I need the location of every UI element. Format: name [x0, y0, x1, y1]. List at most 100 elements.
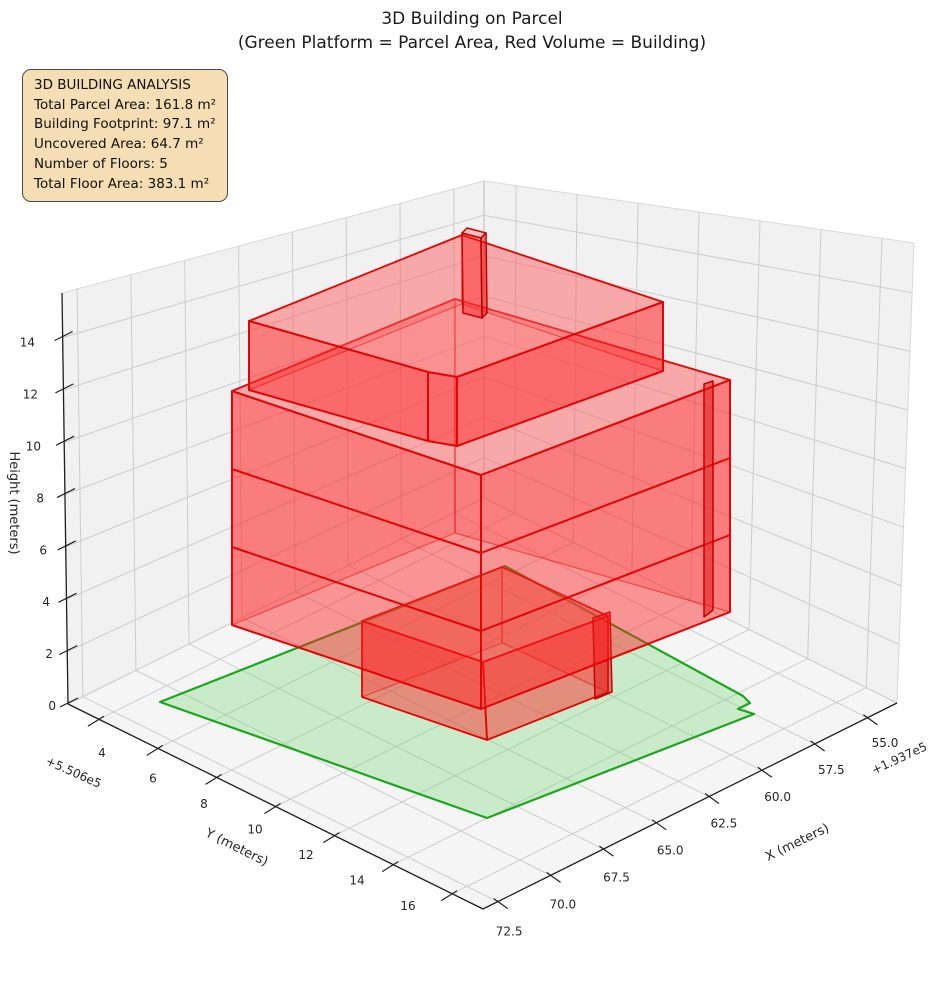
grid-line [65, 376, 485, 548]
y-tick [87, 715, 105, 727]
building-floor1-column [592, 611, 613, 700]
grid-line [157, 541, 574, 749]
floor-slab-line [231, 468, 482, 554]
grid-line [238, 246, 243, 618]
grid-line [66, 416, 485, 600]
x-tick-label: 70.0 [549, 897, 576, 911]
grid-line [572, 194, 578, 543]
floor-slab-line [480, 457, 731, 554]
grid-line [64, 295, 485, 443]
x-tick-label: 65.0 [657, 844, 684, 858]
x-tick [546, 871, 561, 883]
analysis-annotation-box: 3D BUILDING ANALYSIS Total Parcel Area: … [22, 69, 229, 203]
annotation-line: Total Parcel Area: 161.8 m² [34, 96, 217, 113]
z-tick-label: 6 [39, 543, 47, 557]
floor-slab-line [480, 534, 731, 632]
y-tick-label: 12 [298, 848, 313, 862]
grid-line [748, 220, 761, 630]
z-tick [57, 540, 76, 551]
y-tick [264, 802, 281, 815]
grid-line [451, 687, 867, 895]
building-top-front-face [427, 371, 458, 447]
grid-line [62, 214, 485, 338]
z-tick-label: 10 [26, 440, 41, 454]
x-tick-label: 55.0 [872, 736, 899, 750]
grid-line [631, 203, 639, 572]
y-tick-label: 10 [247, 823, 262, 837]
grid-line [483, 335, 906, 470]
3d-scene-generated: 55.0 57.5 60.0 62.5 65.0 67.5 70.0 72.5 4 6 8 10 12 1… [20, 180, 915, 938]
x-tick [810, 740, 825, 752]
y-tick-label: 6 [149, 772, 157, 786]
x-tick-label: 57.5 [818, 763, 845, 777]
grid-line [865, 238, 883, 688]
z-tick-label: 0 [48, 699, 56, 713]
z-tick-label: 12 [23, 388, 38, 402]
grid-line [216, 570, 633, 778]
y-tick [146, 744, 164, 756]
z-tick-label: 4 [42, 595, 50, 609]
x-tick [757, 766, 773, 778]
x-tick-label: 60.0 [764, 790, 791, 804]
grid-line [514, 185, 517, 514]
z-tick [55, 383, 74, 394]
grid-line [334, 629, 750, 837]
x-axis-line [482, 702, 898, 910]
y-tick [381, 861, 399, 873]
grid-line [483, 376, 904, 528]
grid-line [483, 295, 908, 411]
y-tick-label: 16 [400, 899, 415, 913]
z-tick [58, 645, 78, 656]
z-tick-label: 8 [36, 491, 44, 505]
z-tick [58, 592, 77, 603]
y-tick [323, 832, 340, 844]
z-axis-line [61, 292, 69, 705]
y-tick-label: 14 [349, 874, 364, 888]
x-tick-label: 67.5 [603, 871, 630, 885]
x-tick-label: 72.5 [496, 924, 523, 938]
chart-title: 3D Building on Parcel (Green Platform = … [0, 7, 944, 55]
grid-line [807, 229, 822, 659]
grid-line [483, 416, 902, 587]
annotation-line: Number of Floors: 5 [34, 155, 168, 172]
grid-line [98, 512, 515, 720]
z-tick [56, 488, 76, 499]
annotation-heading: 3D BUILDING ANALYSIS [34, 77, 191, 93]
x-tick [651, 819, 667, 831]
x-tick [493, 898, 509, 910]
grid-line [483, 255, 911, 352]
annotation-line: Uncovered Area: 64.7 m² [34, 136, 204, 153]
grid-line [64, 336, 485, 496]
floor-slab-line [231, 546, 482, 632]
grid-line [690, 211, 700, 601]
z-tick [59, 697, 79, 708]
roof-tower-side [480, 232, 488, 319]
grid-line [76, 288, 84, 697]
grid-line [483, 457, 900, 645]
chart-title-line1: 3D Building on Parcel [381, 9, 563, 29]
y-tick [205, 773, 222, 785]
grid-line [275, 600, 691, 807]
x-axis-label: X (meters) [763, 821, 832, 865]
building-top-front-face [456, 301, 664, 447]
z-axis-label: Height (meters) [6, 451, 21, 554]
x-tick [863, 714, 878, 726]
y-axis-offset: +5.506e5 [44, 754, 104, 791]
x-tick [599, 845, 614, 857]
y-tick-label: 4 [98, 746, 106, 760]
annotation-line: Building Footprint: 97.1 m² [34, 116, 216, 133]
x-tick [704, 793, 720, 805]
grid-line [483, 214, 913, 294]
z-tick [54, 330, 73, 342]
y-tick-label: 8 [200, 797, 208, 811]
grid-line [67, 497, 485, 705]
roof-tower-front [461, 232, 483, 319]
grid-line [67, 457, 485, 653]
grid-line [184, 260, 190, 645]
grid-line [63, 255, 485, 391]
x-tick-label: 62.5 [711, 817, 738, 831]
annotation-line: Total Floor Area: 383.1 m² [34, 175, 210, 192]
z-tick [55, 435, 75, 446]
grid-line [130, 274, 137, 671]
